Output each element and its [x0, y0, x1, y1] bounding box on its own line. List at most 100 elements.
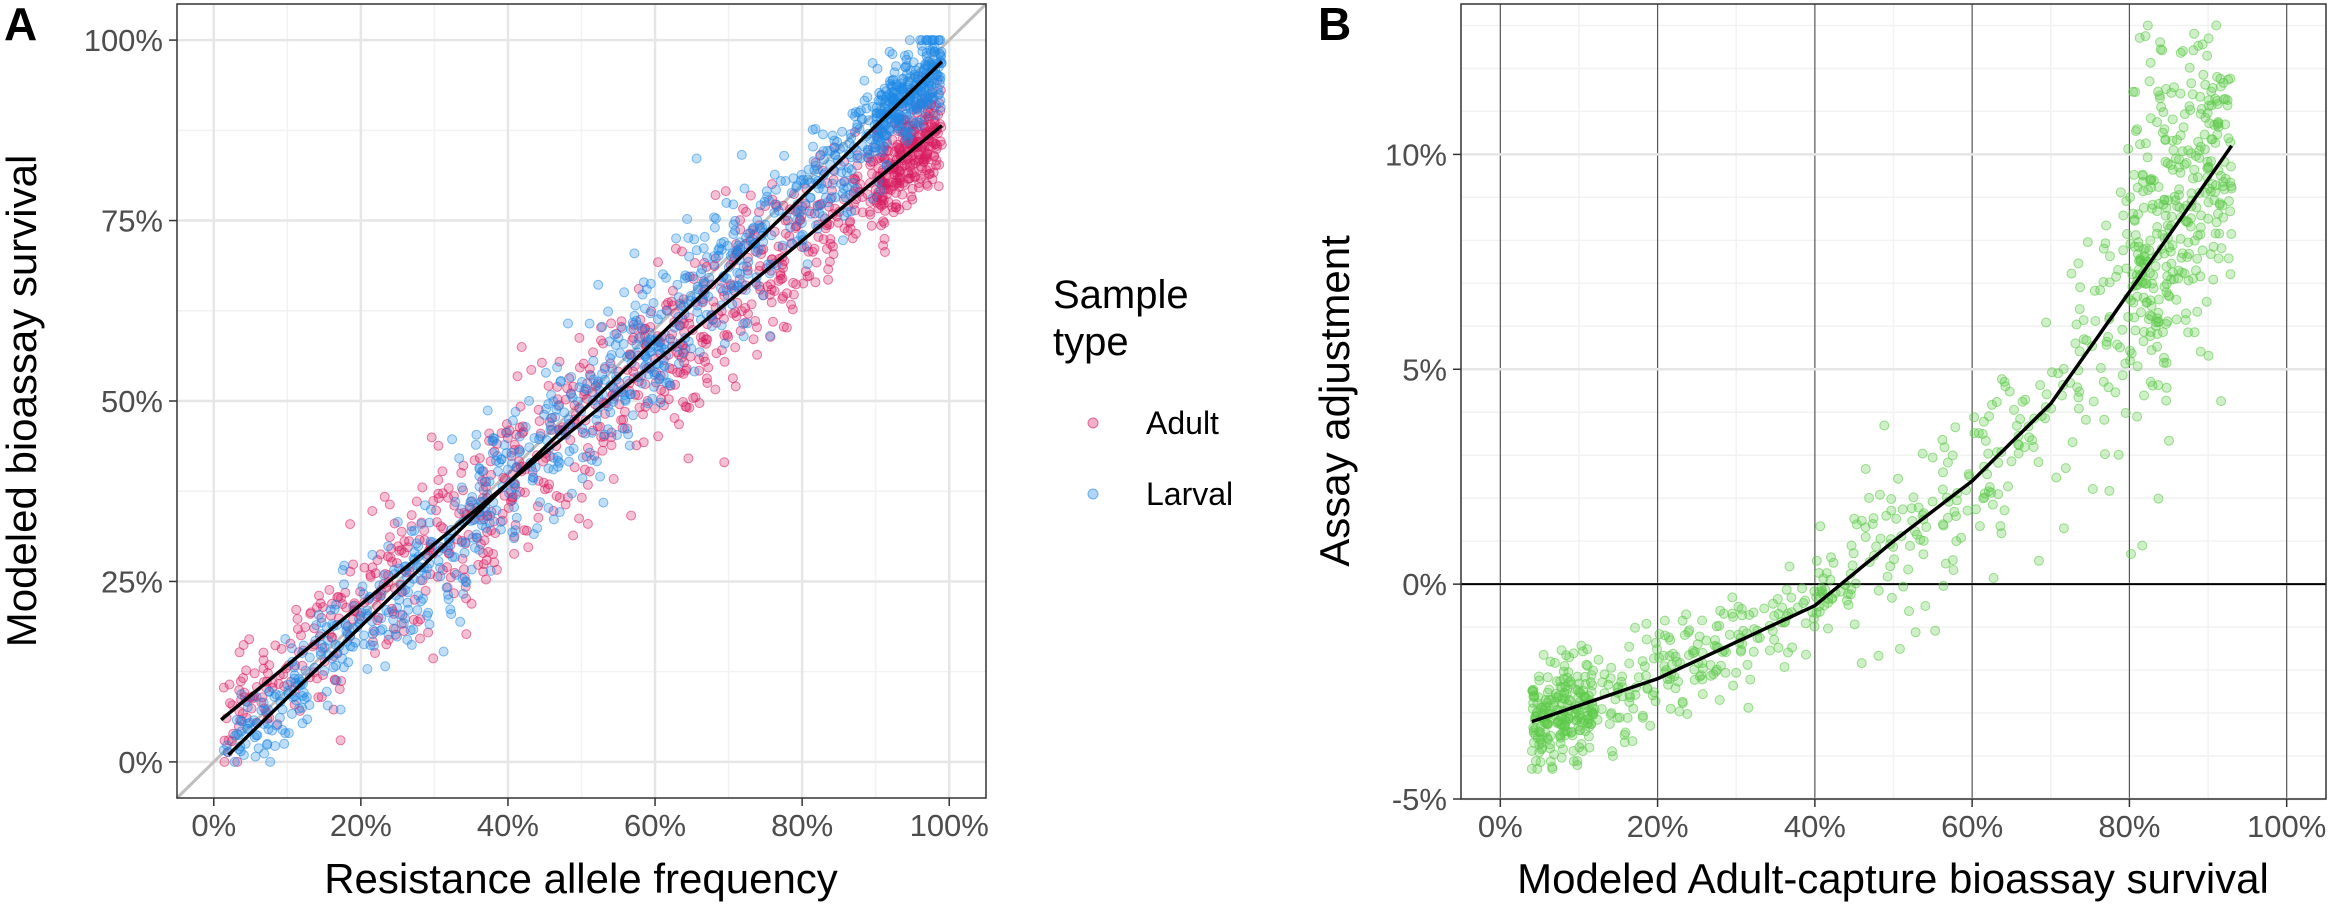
adjustment-point — [1903, 564, 1914, 575]
adult-point — [457, 553, 468, 564]
larval-point — [827, 178, 838, 189]
larval-point — [697, 264, 708, 275]
adjustment-point — [2175, 167, 2186, 178]
adult-point — [588, 347, 599, 358]
adjustment-point — [2160, 210, 2171, 221]
adult-point — [584, 466, 595, 477]
adult-point — [722, 329, 733, 340]
adjustment-point — [1561, 650, 1572, 661]
adult-point — [345, 519, 356, 530]
adjustment-point — [2171, 294, 2182, 305]
larval-point — [628, 410, 638, 421]
larval-point — [383, 541, 394, 552]
larval-point — [311, 620, 322, 631]
adult-point — [512, 371, 523, 382]
adjustment-point — [1556, 752, 1567, 763]
adult-point — [936, 139, 947, 150]
panel-a-points — [218, 35, 947, 767]
larval-point — [514, 447, 525, 458]
adjustment-point — [2051, 472, 2062, 483]
larval-point — [568, 443, 579, 454]
larval-point — [368, 625, 379, 636]
adjustment-point — [2180, 315, 2191, 325]
adjustment-point — [1679, 630, 1690, 640]
adjustment-point — [2148, 175, 2159, 186]
adult-point — [931, 155, 942, 166]
larval-point — [424, 619, 435, 630]
larval-point — [624, 440, 635, 451]
adjustment-point — [1937, 484, 1948, 495]
adjustment-point — [1773, 608, 1784, 619]
adult-point — [579, 464, 590, 475]
larval-point — [597, 321, 608, 332]
adjustment-point — [2041, 389, 2052, 400]
adult-point — [921, 165, 932, 176]
adjustment-point — [1672, 656, 1682, 667]
adult-point — [842, 225, 853, 236]
adult-point — [681, 402, 692, 413]
adjustment-point — [1974, 521, 1985, 532]
adjustment-point — [1570, 684, 1581, 695]
adult-point — [813, 231, 824, 242]
adjustment-point — [2183, 217, 2194, 228]
adjustment-point — [1917, 448, 1928, 459]
larval-point — [593, 279, 604, 290]
adjustment-point — [1639, 661, 1650, 672]
larval-point — [564, 456, 574, 467]
adult-point — [359, 562, 370, 573]
adult-point — [891, 202, 902, 213]
larval-point — [331, 675, 342, 686]
adjustment-point — [1828, 557, 1839, 568]
larval-point — [771, 184, 781, 195]
adult-point — [678, 397, 688, 407]
larval-point — [645, 308, 656, 319]
larval-point — [424, 517, 435, 528]
larval-point — [846, 206, 857, 217]
larval-point — [678, 347, 688, 358]
larval-point — [743, 256, 754, 267]
larval-point — [894, 118, 905, 129]
larval-point — [279, 738, 290, 749]
adult-point — [393, 541, 403, 552]
larval-point — [411, 538, 422, 549]
adjustment-point — [1927, 496, 1938, 507]
x-tick-label: 100% — [2247, 809, 2326, 844]
larval-point — [850, 183, 861, 194]
adjustment-point — [1659, 615, 1670, 626]
larval-point — [458, 588, 469, 599]
adult-point — [701, 373, 712, 384]
adjustment-point — [2145, 235, 2156, 246]
x-tick-label: 20% — [330, 808, 392, 843]
adult-point — [765, 279, 776, 290]
adjustment-point — [1849, 619, 1860, 630]
larval-point — [514, 431, 525, 442]
adult-point — [456, 467, 467, 478]
larval-point — [402, 597, 413, 608]
larval-point — [280, 634, 291, 644]
larval-point — [467, 532, 478, 543]
adjustment-point — [2192, 253, 2203, 264]
x-tick-label: 100% — [910, 808, 989, 843]
larval-point — [282, 679, 293, 690]
larval-point — [394, 595, 405, 605]
larval-point — [390, 623, 401, 634]
larval-point — [603, 424, 614, 435]
adjustment-point — [1999, 505, 2010, 516]
adjustment-point — [1759, 603, 1770, 614]
x-tick-label: 0% — [1478, 809, 1523, 844]
larval-point — [682, 214, 693, 224]
adjustment-point — [1978, 416, 1989, 427]
larval-point — [543, 502, 554, 513]
larval-point — [672, 279, 683, 290]
larval-point — [487, 435, 498, 446]
adjustment-point — [2146, 301, 2157, 311]
adult-point — [438, 523, 449, 534]
adjustment-point — [2145, 113, 2156, 124]
larval-point — [443, 589, 453, 600]
larval-point — [534, 434, 545, 445]
adjustment-point — [1583, 731, 1594, 742]
larval-point — [872, 63, 883, 74]
adjustment-point — [2145, 376, 2156, 387]
panel-b-y-axis-title: Assay adjustment — [1311, 235, 1358, 567]
